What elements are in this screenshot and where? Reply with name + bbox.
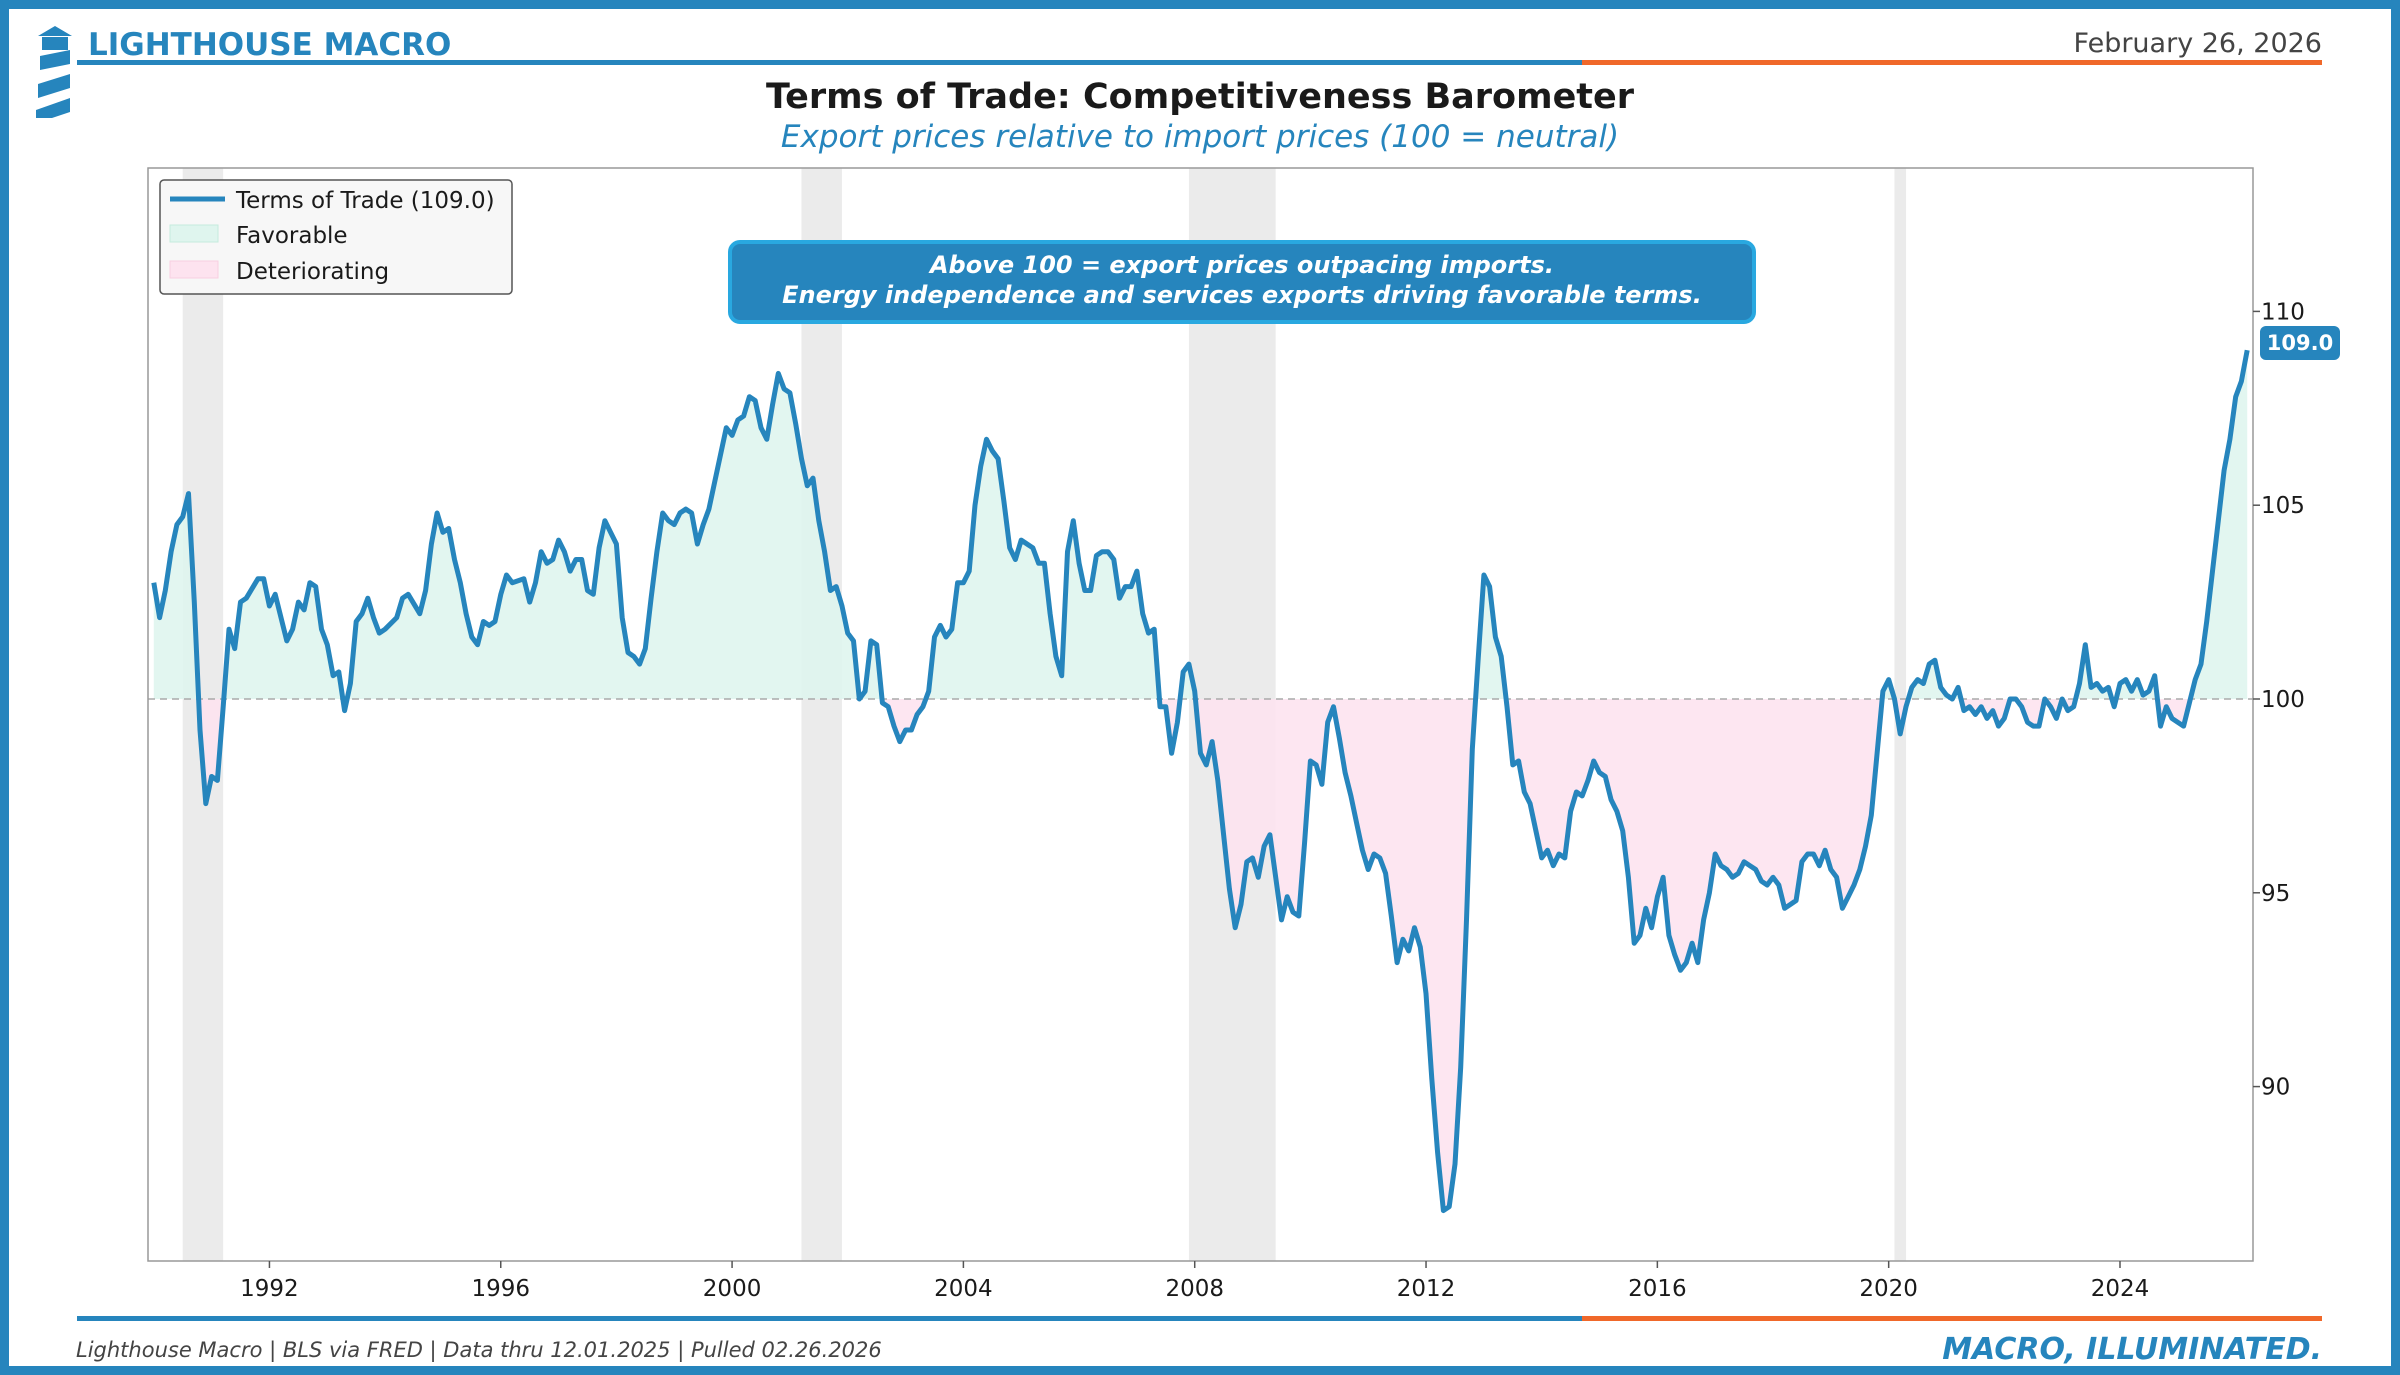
favorable-area (347, 373, 883, 699)
report-date: February 26, 2026 (2074, 28, 2322, 59)
header-rule-blue (77, 60, 1582, 65)
favorable-area (1908, 660, 1961, 699)
y-tick-label: 95 (2261, 881, 2290, 907)
legend: Terms of Trade (109.0) Favorable Deterio… (159, 179, 513, 295)
legend-swatch-deteriorating (169, 260, 219, 279)
brand-logo (36, 26, 72, 118)
deteriorating-area (1195, 698, 1476, 1211)
chart-subtitle: Export prices relative to import prices … (781, 119, 1619, 155)
x-axis: 1992 1996 2000 2004 2008 2012 2016 2020 2024 (240, 1261, 2149, 1302)
footer-rule-orange (1582, 1316, 2322, 1321)
series-line-terms-of-trade (151, 349, 2250, 1214)
deteriorating-area (1506, 698, 1883, 971)
footer-rule-blue (77, 1316, 1582, 1321)
favorable-area (153, 493, 199, 699)
area-fills (153, 350, 2248, 1211)
annotation-box: Above 100 = export prices outpacing impo… (728, 240, 1756, 324)
last-value-label: 109.0 (2267, 331, 2333, 355)
legend-swatch-favorable (169, 224, 219, 243)
plot-frame (147, 167, 2254, 1262)
legend-entry-deteriorating: Deteriorating (236, 259, 389, 285)
x-tick-label: 2024 (2091, 1276, 2150, 1302)
chart-figure: LIGHTHOUSE MACRO February 26, 2026 Terms… (36, 26, 2340, 1366)
annotation-line-2: Energy independence and services exports… (782, 281, 1702, 309)
legend-entry-series: Terms of Trade (109.0) (235, 188, 495, 214)
y-tick-label: 105 (2261, 493, 2305, 519)
favorable-area (223, 578, 343, 699)
deteriorating-area (882, 698, 926, 742)
x-tick-label: 1996 (471, 1276, 530, 1302)
last-value-badge: 109.0 (2260, 326, 2340, 360)
x-tick-label: 2012 (1397, 1276, 1456, 1302)
y-axis: 90 95 100 105 110 (2253, 299, 2305, 1101)
x-tick-label: 1992 (240, 1276, 299, 1302)
chart-title: Terms of Trade: Competitiveness Baromete… (766, 77, 1635, 117)
lighthouse-icon-top (38, 26, 72, 36)
y-tick-label: 100 (2261, 687, 2305, 713)
legend-entry-favorable: Favorable (236, 223, 348, 249)
header-rule-orange (1582, 60, 2322, 65)
footer-source: Lighthouse Macro | BLS via FRED | Data t… (76, 1338, 882, 1363)
y-tick-label: 90 (2261, 1075, 2290, 1101)
y-tick-label: 110 (2261, 299, 2305, 325)
annotation-line-1: Above 100 = export prices outpacing impo… (928, 251, 1554, 279)
x-tick-label: 2020 (1859, 1276, 1918, 1302)
x-tick-label: 2004 (934, 1276, 993, 1302)
recession-band (801, 168, 842, 1261)
footer-tagline: MACRO, ILLUMINATED. (1942, 1332, 2322, 1366)
x-tick-label: 2008 (1165, 1276, 1224, 1302)
x-tick-label: 2016 (1628, 1276, 1687, 1302)
x-tick-label: 2000 (703, 1276, 762, 1302)
brand-title: LIGHTHOUSE MACRO (88, 27, 451, 63)
